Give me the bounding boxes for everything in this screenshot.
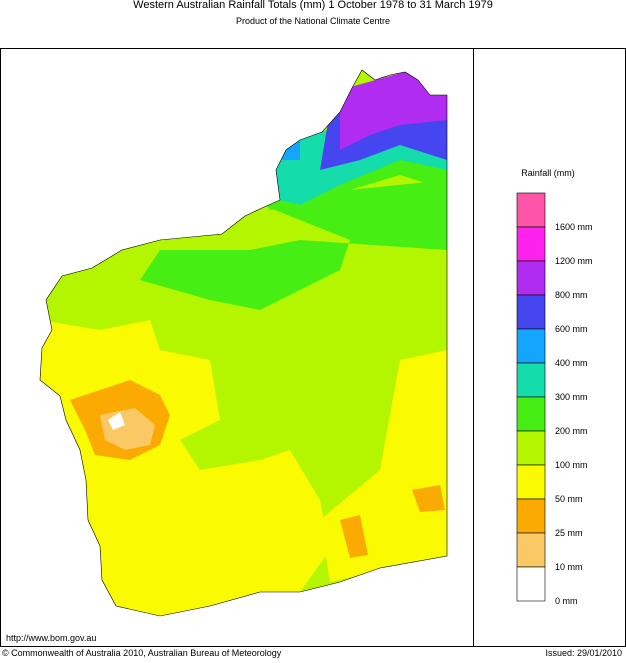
legend-swatch [516,532,546,568]
legend-swatch [516,260,546,296]
legend-label: 50 mm [555,494,583,504]
legend-label: 100 mm [555,460,588,470]
title: Western Australian Rainfall Totals (mm) … [133,0,493,11]
copyright: © Commonwealth of Australia 2010, Austra… [2,648,282,658]
legend-swatch [516,430,546,466]
map [40,70,447,616]
legend-label: 300 mm [555,392,588,402]
legend-swatch [516,498,546,534]
legend: 1600 mm 1200 mm 800 mm 600 mm 400 mm 300 mm 20… [516,192,593,606]
legend-label: 10 mm [555,562,583,572]
legend-title: Rainfall (mm) [521,168,575,178]
legend-label: 600 mm [555,324,588,334]
legend-swatch [516,328,546,364]
legend-label: 0 mm [555,596,578,606]
subtitle: Product of the National Climate Centre [236,16,390,26]
legend-swatch [516,226,546,262]
legend-swatch [516,396,546,432]
legend-label: 200 mm [555,426,588,436]
legend-label: 800 mm [555,290,588,300]
issued: Issued: 29/01/2010 [545,648,622,658]
legend-label: 1200 mm [555,256,593,266]
legend-swatch [516,192,546,228]
legend-swatch [516,294,546,330]
legend-swatch [516,464,546,500]
url: http://www.bom.gov.au [6,633,96,643]
legend-swatch [516,362,546,398]
legend-label: 400 mm [555,358,588,368]
legend-swatch [516,566,546,602]
legend-label: 25 mm [555,528,583,538]
legend-label: 1600 mm [555,222,593,232]
